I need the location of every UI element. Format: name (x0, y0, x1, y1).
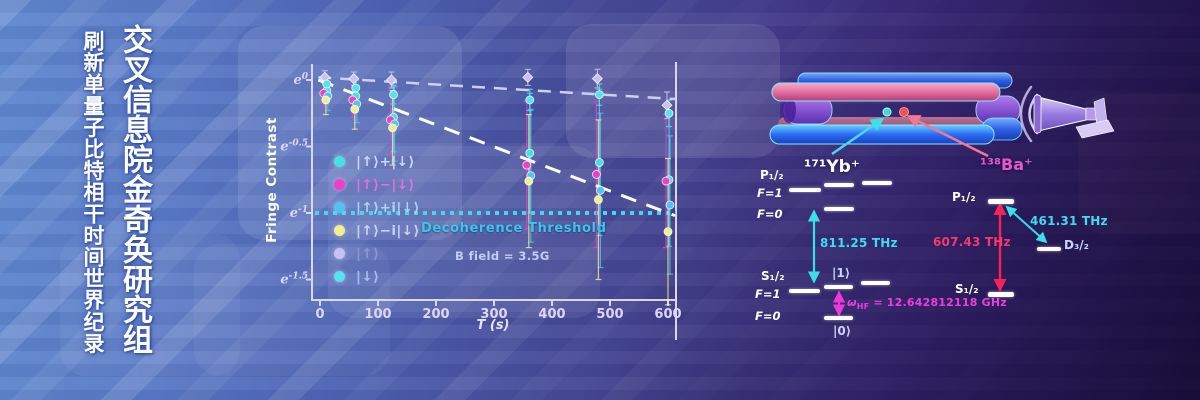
chart-legend: |↑⟩+|↓⟩ |↑⟩−|↓⟩ |↑⟩+i|↓⟩ |↑⟩−i|↓⟩ |↑⟩ |↓⟩ (334, 150, 594, 288)
ba-pd-frequency: 461.31 THz (1030, 214, 1108, 228)
yb-s-f1-level (824, 285, 853, 289)
ba-ion-label: ¹³⁸Ba⁺ (980, 155, 1033, 174)
yb-s-f0-label: F=0 (755, 309, 781, 323)
yb-p-level-label: P₁/₂ (760, 168, 784, 182)
x-axis-label: T (s) (476, 318, 510, 333)
yb-ket0-label: |0⟩ (833, 324, 852, 338)
legend-dot-icon (334, 248, 345, 259)
yb-s-f1-label: F=1 (755, 287, 781, 301)
yb-ket1-label: |1⟩ (832, 266, 851, 280)
legend-label: |↓⟩ (356, 268, 380, 285)
yb-s-f1-level (789, 289, 820, 293)
legend-dot-icon (334, 179, 345, 190)
omega-symbol: ω (847, 296, 857, 309)
yb-s-level-label: S₁/₂ (761, 269, 785, 283)
legend-item: |↓⟩ (334, 265, 594, 288)
yb-p-f0-label: F=0 (757, 207, 783, 221)
yb-s-f1-level (861, 281, 890, 285)
yb-hyperfine-frequency: ωHF = 12.642812118 GHz (847, 296, 1007, 311)
ba-p-level-label: P₁/₂ (952, 190, 976, 204)
yb-p-f0-level (824, 207, 854, 211)
yb-p-f1-level (862, 181, 892, 185)
y-axis-label: Fringe Contrast (264, 117, 280, 243)
legend-label: |↑⟩−i|↓⟩ (356, 222, 420, 239)
legend-item: |↑⟩−i|↓⟩ (334, 219, 594, 242)
banner-title-vertical: 交叉信息院金奇奂研究组 (117, 24, 152, 354)
legend-item: |↑⟩+i|↓⟩ (334, 196, 594, 219)
legend-dot-icon (334, 202, 345, 213)
legend-dot-icon (334, 156, 345, 167)
ba-d-level (1037, 247, 1061, 251)
decoherence-threshold-label: Decoherence Threshold (421, 221, 607, 236)
legend-dot-icon (334, 271, 345, 282)
legend-item: |↑⟩+|↓⟩ (334, 150, 594, 173)
legend-label: |↑⟩−|↓⟩ (356, 176, 415, 193)
yb-optical-frequency: 811.25 THz (820, 236, 898, 250)
yb-p-f1-level (824, 183, 854, 187)
ba-p-level (988, 199, 1014, 204)
hf-value: = 12.642812118 GHz (873, 296, 1007, 309)
omega-subscript: HF (856, 302, 870, 312)
legend-item: |↑⟩ (334, 242, 594, 265)
ba-s-level (988, 292, 1014, 297)
ba-sp-frequency: 607.43 THz (933, 235, 1011, 249)
legend-label: |↑⟩+i|↓⟩ (356, 199, 420, 216)
legend-label: |↑⟩ (356, 245, 380, 262)
yb-p-f1-label: F=1 (757, 186, 783, 200)
legend-item: |↑⟩−|↓⟩ (334, 173, 594, 196)
b-field-annotation: B field = 3.5G (455, 249, 550, 263)
ba-s-level-label: S₁/₂ (955, 282, 979, 296)
legend-label: |↑⟩+|↓⟩ (356, 153, 415, 170)
yb-s-f0-level (824, 316, 853, 320)
ba-d-level-label: D₃/₂ (1064, 238, 1089, 252)
banner-subtitle-vertical: 刷新单量子比特相干时间世界纪录 (81, 30, 105, 354)
yb-p-f1-level (789, 188, 821, 192)
yb-ion-label: ¹⁷¹Yb⁺ (804, 157, 860, 177)
legend-dot-icon (334, 225, 345, 236)
